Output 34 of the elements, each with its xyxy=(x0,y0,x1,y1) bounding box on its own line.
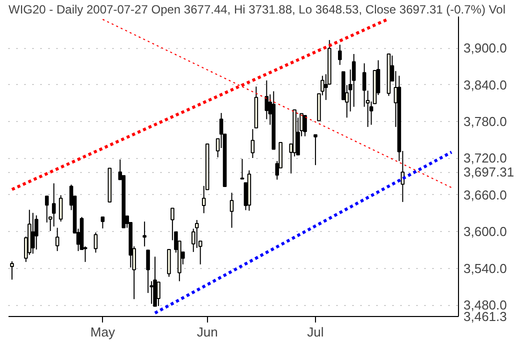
candlestick xyxy=(230,192,234,228)
candlestick xyxy=(44,196,49,223)
y-tick-label: 3,660.0 xyxy=(464,187,507,202)
candlestick xyxy=(142,221,146,247)
y-tick-label: 3,540.0 xyxy=(464,260,507,276)
y-tick-label: 3,697.31 xyxy=(464,164,514,180)
x-tick-label: Jun xyxy=(196,324,218,340)
candlestick xyxy=(194,220,199,248)
candlestick xyxy=(52,182,56,228)
candlestick xyxy=(156,282,160,306)
y-tick-label: 3,900.0 xyxy=(464,40,507,56)
y-tick-label: 3,480.0 xyxy=(464,298,507,313)
candlestick xyxy=(10,260,14,280)
candlestick xyxy=(146,250,150,294)
candlestick xyxy=(94,232,98,254)
candlestick xyxy=(100,216,105,229)
candlestick xyxy=(31,212,35,254)
candlestick xyxy=(250,128,255,158)
candlestick xyxy=(362,62,366,108)
candlestick xyxy=(58,194,63,222)
candlestick xyxy=(338,44,342,66)
candlestick xyxy=(314,134,318,166)
candlestick xyxy=(240,158,244,180)
y-tick-label: 3,840.0 xyxy=(464,77,507,92)
y-tick-label: 3,720.0 xyxy=(464,150,507,166)
candlestick xyxy=(55,227,60,252)
chart-title: WIG20 - Daily 2007-07-27 Open 3677.44, Hi 3731.88, Lo 3648.53, Close 3697.31 (-0.7%) Vol xyxy=(8,2,506,16)
candlestick xyxy=(303,114,307,137)
candlestick xyxy=(352,54,356,108)
x-tick-label: May xyxy=(90,324,116,340)
candlestick xyxy=(34,214,38,250)
x-tick-label: Jul xyxy=(307,324,324,340)
y-tick-label: 3,780.0 xyxy=(464,114,507,130)
y-tick-label: 3,600.0 xyxy=(464,224,507,240)
